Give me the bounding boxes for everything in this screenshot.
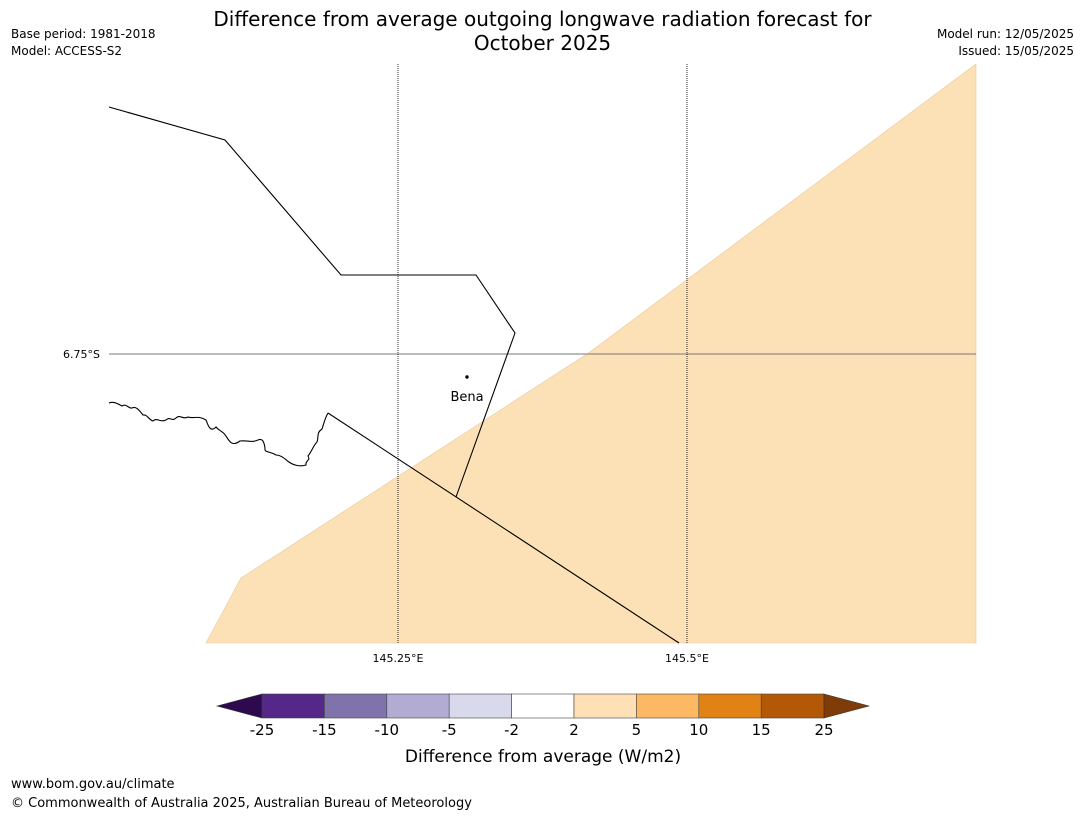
colorbar-bin-9: [760, 693, 825, 719]
colorbar-label: Difference from average (W/m2): [405, 747, 681, 767]
longitude-label-145-25e: 145.25°E: [373, 652, 424, 665]
colorbar-over-arrow: [823, 693, 871, 719]
colorbar: -25 -15 -10 -5 -2 2 5 10 15 25 Differenc…: [215, 693, 871, 767]
colorbar-tick-label: -25: [250, 721, 275, 739]
colorbar-bin-3: [386, 693, 450, 719]
colorbar-tick-label: 2: [569, 721, 579, 739]
colorbar-tick-label: 25: [814, 721, 833, 739]
issued-date: Issued: 15/05/2025: [958, 44, 1074, 58]
colorbar-tick-label: 10: [689, 721, 708, 739]
colorbar-bin-6: [573, 693, 637, 719]
base-period: Base period: 1981-2018: [11, 27, 156, 41]
colorbar-tick-label: -10: [375, 721, 400, 739]
river-line: [108, 401, 329, 467]
footer: www.bom.gov.au/climate © Commonwealth of…: [11, 775, 472, 813]
boundary-line-north: [108, 106, 516, 498]
colorbar-tick-label: -2: [504, 721, 519, 739]
town-label-bena: Bena: [450, 390, 483, 405]
longitude-label-145-5e: 145.5°E: [665, 652, 709, 665]
colorbar-tick-label: 15: [752, 721, 771, 739]
colorbar-bin-7: [636, 693, 700, 719]
footer-link[interactable]: www.bom.gov.au/climate: [11, 777, 175, 792]
colorbar-tick-label: 5: [632, 721, 642, 739]
boundary-line-south: [327, 412, 680, 644]
colorbar-tick-label: -5: [442, 721, 457, 739]
colorbar-bin-5: [511, 693, 575, 719]
anomaly-region-2-to-5: [205, 63, 977, 644]
colorbar-tick-label: -15: [312, 721, 337, 739]
title-line-2: October 2025: [473, 31, 612, 55]
latitude-label: 6.75°S: [63, 348, 100, 361]
model-name: Model: ACCESS-S2: [11, 44, 123, 58]
colorbar-bin-2: [324, 693, 388, 719]
model-run: Model run: 12/05/2025: [936, 27, 1074, 41]
copyright: © Commonwealth of Australia 2025, Austra…: [11, 796, 472, 811]
colorbar-bin-4: [448, 693, 512, 719]
colorbar-bin-8: [698, 693, 762, 719]
meta-left: Base period: 1981-2018 Model: ACCESS-S2: [11, 26, 156, 60]
colorbar-under-arrow: [215, 693, 263, 719]
title-line-1: Difference from average outgoing longwav…: [213, 7, 872, 31]
town-marker-bena: [465, 375, 469, 379]
meta-right: Model run: 12/05/2025 Issued: 15/05/2025: [937, 26, 1074, 60]
map-title: Difference from average outgoing longwav…: [0, 7, 1085, 55]
colorbar-bin-1: [261, 693, 325, 719]
